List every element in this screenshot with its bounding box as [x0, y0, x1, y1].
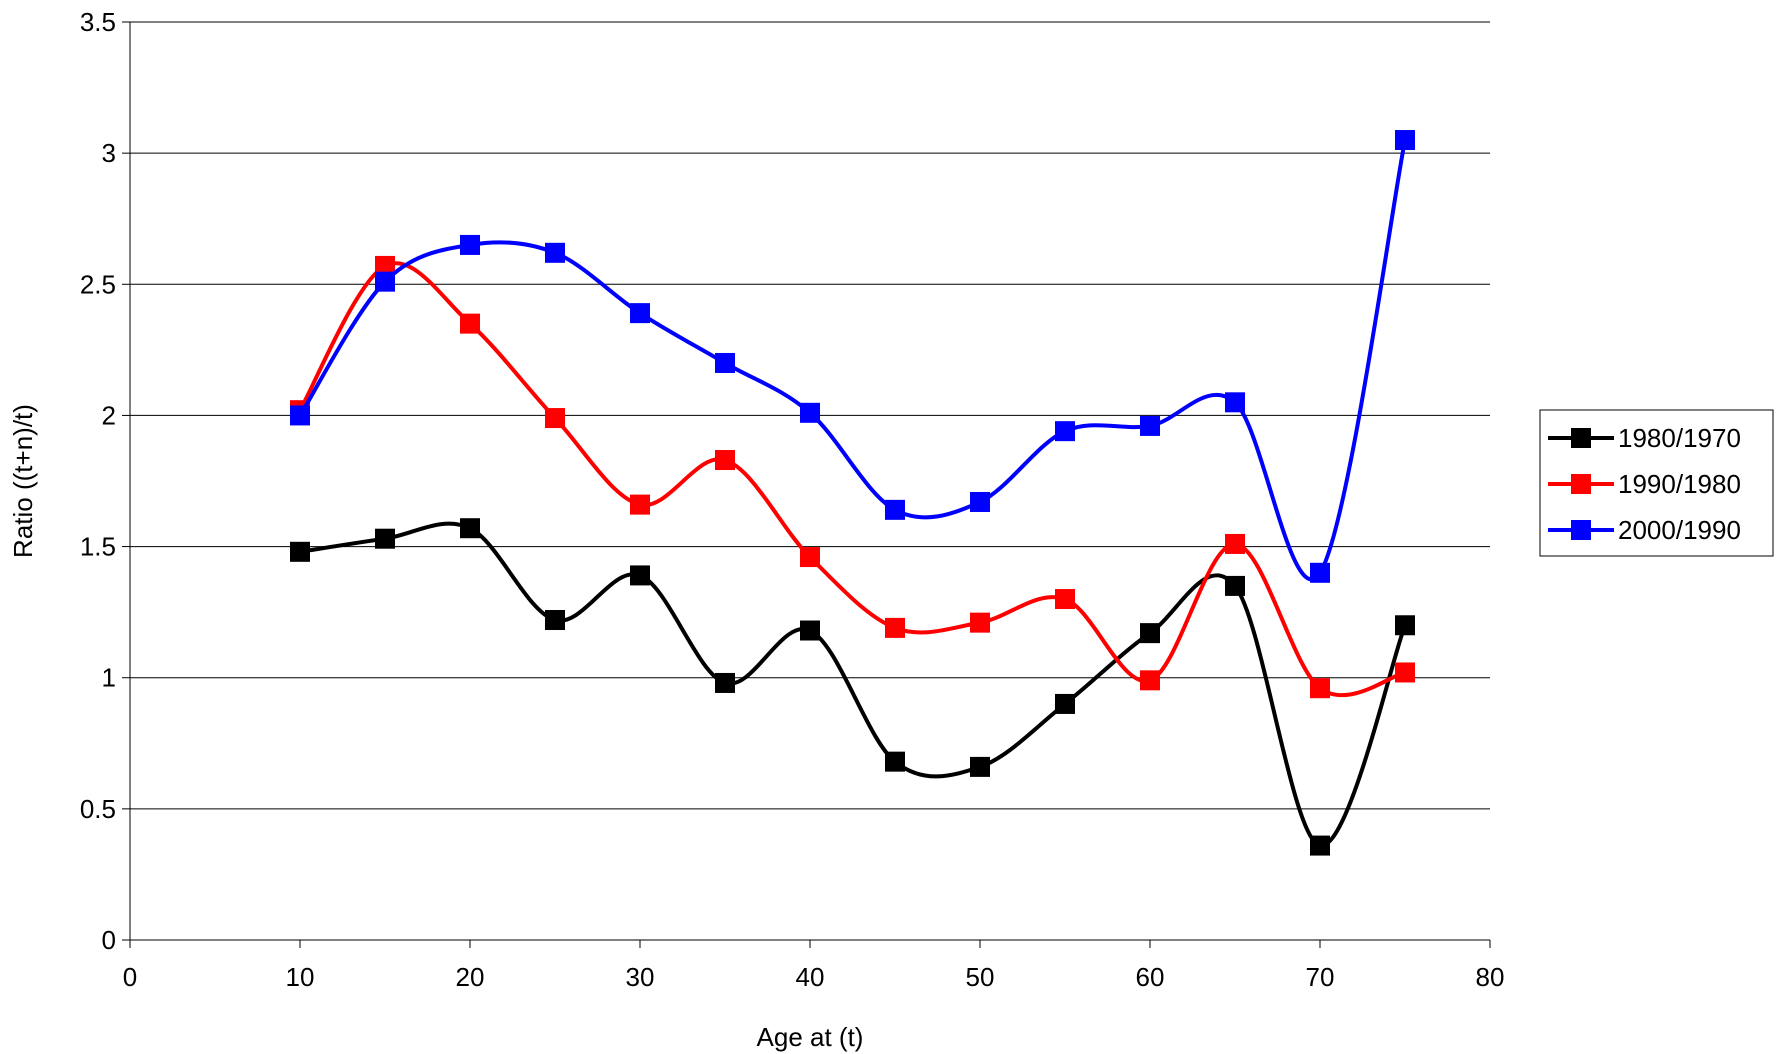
y-tick-label: 2 [102, 400, 116, 430]
y-tick-label: 1 [102, 663, 116, 693]
y-tick-label: 0 [102, 925, 116, 955]
x-tick-label: 10 [286, 962, 315, 992]
data-point [1395, 615, 1415, 636]
data-point [375, 255, 395, 276]
data-point [630, 303, 650, 324]
y-tick-label: 3 [102, 138, 116, 168]
data-point [630, 565, 650, 586]
series-2000-1990 [290, 130, 1415, 583]
data-point [1140, 670, 1160, 691]
x-tick-label: 20 [456, 962, 485, 992]
series-1980-1970 [290, 518, 1415, 856]
data-point [630, 494, 650, 515]
data-point [1055, 693, 1075, 714]
legend-marker [1571, 474, 1591, 494]
x-tick-label: 0 [123, 962, 137, 992]
data-point [715, 450, 735, 471]
data-point [375, 528, 395, 549]
data-point [970, 491, 990, 512]
data-point [1395, 662, 1415, 683]
data-point [885, 617, 905, 638]
data-point [970, 612, 990, 633]
axes: 0 0.5 1 1.5 2 2.5 3 3.5 0 10 20 30 40 50 60 70 80 [80, 7, 1505, 992]
y-axis-title: Ratio ((t+n)/t) [8, 404, 38, 558]
data-point [885, 751, 905, 772]
data-point [460, 518, 480, 539]
data-point [545, 408, 565, 429]
data-point [460, 313, 480, 334]
data-point [1310, 562, 1330, 583]
x-tick-label: 80 [1476, 962, 1505, 992]
data-point [800, 620, 820, 641]
x-tick-label: 30 [626, 962, 655, 992]
y-tick-label: 1.5 [80, 532, 116, 562]
data-point [545, 610, 565, 631]
y-tick-label: 2.5 [80, 269, 116, 299]
data-point [1225, 533, 1245, 554]
data-point [885, 499, 905, 520]
legend-label: 2000/1990 [1618, 515, 1741, 545]
x-tick-label: 60 [1136, 962, 1165, 992]
legend-marker [1571, 520, 1591, 540]
data-point [715, 672, 735, 693]
series-line [299, 521, 1407, 848]
data-point [1055, 421, 1075, 442]
legend-label: 1990/1980 [1618, 469, 1741, 499]
data-point [375, 271, 395, 292]
x-tick-label: 70 [1306, 962, 1335, 992]
legend-marker [1571, 428, 1591, 448]
series-line [298, 139, 1407, 582]
x-tick-label: 40 [796, 962, 825, 992]
data-point [1310, 835, 1330, 856]
series-1990-1980 [290, 255, 1415, 699]
data-point [800, 547, 820, 568]
data-point [290, 541, 310, 562]
x-tick-label: 50 [966, 962, 995, 992]
x-axis-title: Age at (t) [757, 1022, 864, 1052]
legend-box [1539, 409, 1774, 557]
data-point [1055, 589, 1075, 610]
data-point [715, 352, 735, 373]
data-point [1310, 678, 1330, 699]
y-tick-label: 3.5 [80, 7, 116, 37]
axis-labels: Age at (t) Ratio ((t+n)/t) [8, 404, 863, 1052]
legend-label: 1980/1970 [1618, 423, 1741, 453]
data-point [1225, 575, 1245, 596]
data-point [545, 242, 565, 263]
data-point [1395, 130, 1415, 151]
data-point [460, 234, 480, 255]
y-tick-label: 0.5 [80, 794, 116, 824]
data-point [970, 756, 990, 777]
data-point [1225, 392, 1245, 413]
data-point [1140, 415, 1160, 436]
data-point [800, 402, 820, 423]
legend: 1980/1970 1990/1980 2000/1990 [1539, 409, 1774, 557]
gridlines [130, 21, 1490, 810]
data-point [1140, 623, 1160, 644]
plot-area [290, 130, 1415, 856]
data-point [290, 405, 310, 426]
